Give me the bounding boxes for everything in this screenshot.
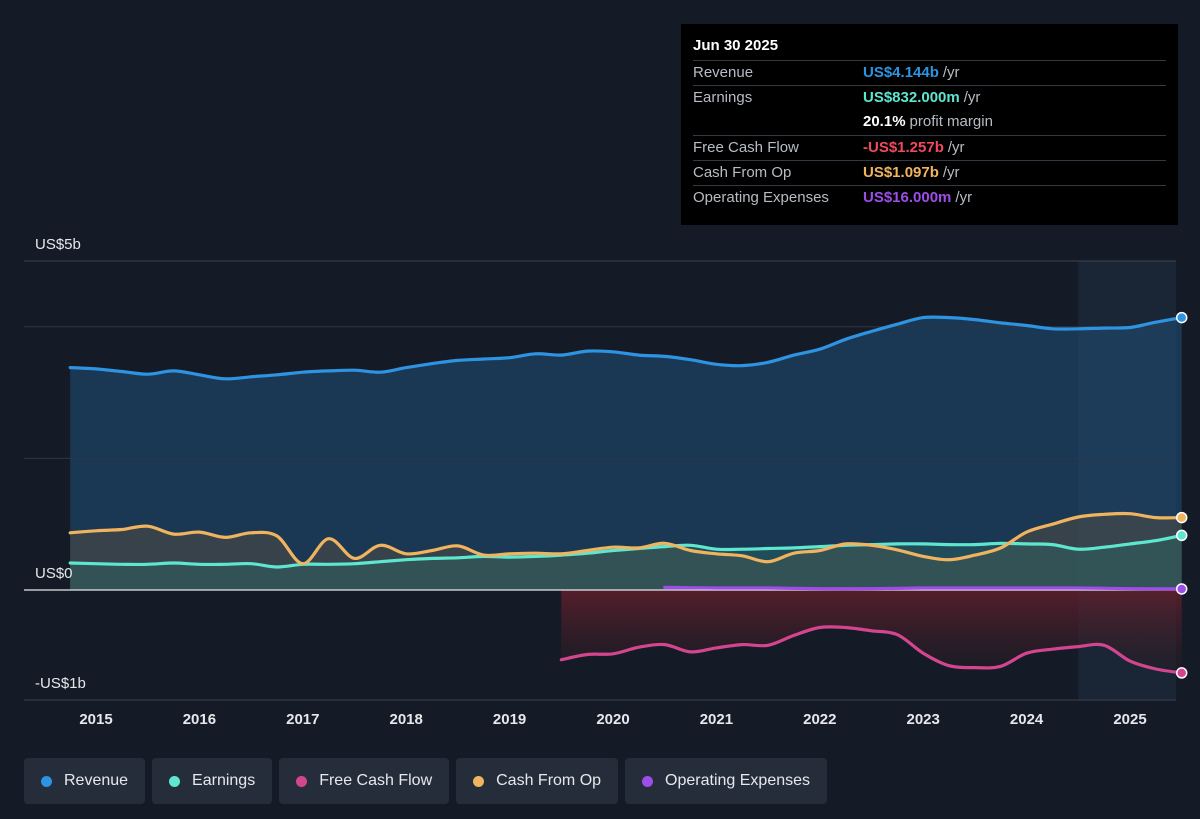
- legend-label: Operating Expenses: [665, 772, 811, 789]
- x-tick-label: 2017: [286, 711, 319, 728]
- tooltip-row-free-cash-flow: Free Cash Flow -US$1.257b /yr: [693, 135, 1166, 160]
- tooltip-value: -US$1.257b: [863, 139, 944, 156]
- tooltip-panel: Jun 30 2025 Revenue US$4.144b /yr Earnin…: [681, 24, 1178, 225]
- tooltip-unit: /yr: [942, 64, 960, 81]
- tooltip-value: US$16.000m: [863, 189, 952, 206]
- tooltip-row-revenue: Revenue US$4.144b /yr: [693, 60, 1166, 85]
- tooltip-label: Operating Expenses: [693, 189, 829, 206]
- legend-item-free-cash-flow[interactable]: Free Cash Flow: [279, 758, 450, 804]
- tooltip-value: US$1.097b: [863, 164, 939, 181]
- tooltip-row-operating-expenses: Operating Expenses US$16.000m /yr: [693, 185, 1166, 210]
- operating-expenses-line: [663, 585, 1184, 591]
- tooltip-row-cash-from-op: Cash From Op US$1.097b /yr: [693, 160, 1166, 185]
- legend-label: Revenue: [64, 772, 129, 789]
- x-tick-label: 2019: [493, 711, 526, 728]
- x-tick-label: 2020: [596, 711, 629, 728]
- legend-item-earnings[interactable]: Earnings: [152, 758, 273, 804]
- tooltip-label: Revenue: [693, 64, 754, 81]
- earnings-line: [68, 533, 1184, 569]
- tooltip-value: 20.1%: [863, 113, 906, 130]
- free-cash-flow-dot-icon: [296, 775, 308, 787]
- tooltip-unit: profit margin: [909, 113, 993, 130]
- x-tick-label: 2016: [183, 711, 216, 728]
- x-tick-label: 2023: [907, 711, 940, 728]
- legend-label: Earnings: [192, 772, 256, 789]
- legend-label: Cash From Op: [496, 772, 602, 789]
- operating-expenses-dot-icon: [642, 775, 654, 787]
- tooltip-unit: /yr: [955, 189, 973, 206]
- operating-expenses-endpoint[interactable]: [1175, 583, 1188, 595]
- earnings-area: [70, 535, 1182, 590]
- earnings-endpoint[interactable]: [1175, 529, 1188, 542]
- revenue-endpoint[interactable]: [1175, 311, 1188, 324]
- tooltip-label: Earnings: [693, 89, 753, 106]
- free-cash-flow-line: [559, 625, 1184, 675]
- cash-from-op-line: [68, 511, 1184, 566]
- free-cash-flow-endpoint[interactable]: [1175, 667, 1188, 679]
- tooltip-unit: /yr: [942, 164, 960, 181]
- legend-label: Free Cash Flow: [319, 772, 433, 789]
- revenue-dot-icon: [41, 775, 52, 787]
- y-tick-label: US$5b: [35, 236, 81, 253]
- revenue-area: [70, 317, 1182, 590]
- y-tick-label: US$0: [35, 565, 73, 582]
- x-tick-label: 2021: [700, 711, 733, 728]
- tooltip-row-profit-margin: 20.1% profit margin: [693, 110, 1166, 135]
- tooltip-label: Cash From Op: [693, 164, 792, 181]
- x-tick-label: 2015: [79, 711, 112, 728]
- tooltip-unit: /yr: [963, 89, 981, 106]
- cash-from-op-dot-icon: [473, 775, 485, 787]
- x-tick-label: 2018: [390, 711, 423, 728]
- cash-from-op-endpoint[interactable]: [1175, 511, 1188, 524]
- revenue-line: [68, 315, 1184, 381]
- legend: Revenue Earnings Free Cash Flow Cash Fro…: [24, 758, 828, 804]
- x-tick-label: 2025: [1113, 711, 1146, 728]
- earnings-dot-icon: [169, 775, 181, 787]
- cash-from-op-area: [70, 513, 1182, 590]
- tooltip-label: [693, 110, 863, 135]
- tooltip-row-earnings: Earnings US$832.000m /yr: [693, 85, 1166, 110]
- tooltip-value: US$4.144b: [863, 64, 939, 81]
- tooltip-date: Jun 30 2025: [693, 37, 779, 54]
- legend-item-cash-from-op[interactable]: Cash From Op: [456, 758, 619, 804]
- legend-item-operating-expenses[interactable]: Operating Expenses: [625, 758, 828, 804]
- legend-item-revenue[interactable]: Revenue: [24, 758, 146, 804]
- tooltip-value: US$832.000m: [863, 89, 960, 106]
- tooltip-label: Free Cash Flow: [693, 139, 799, 156]
- tooltip-unit: /yr: [947, 139, 965, 156]
- x-tick-label: 2022: [803, 711, 836, 728]
- x-tick-label: 2024: [1010, 711, 1044, 728]
- y-tick-label: -US$1b: [35, 675, 86, 692]
